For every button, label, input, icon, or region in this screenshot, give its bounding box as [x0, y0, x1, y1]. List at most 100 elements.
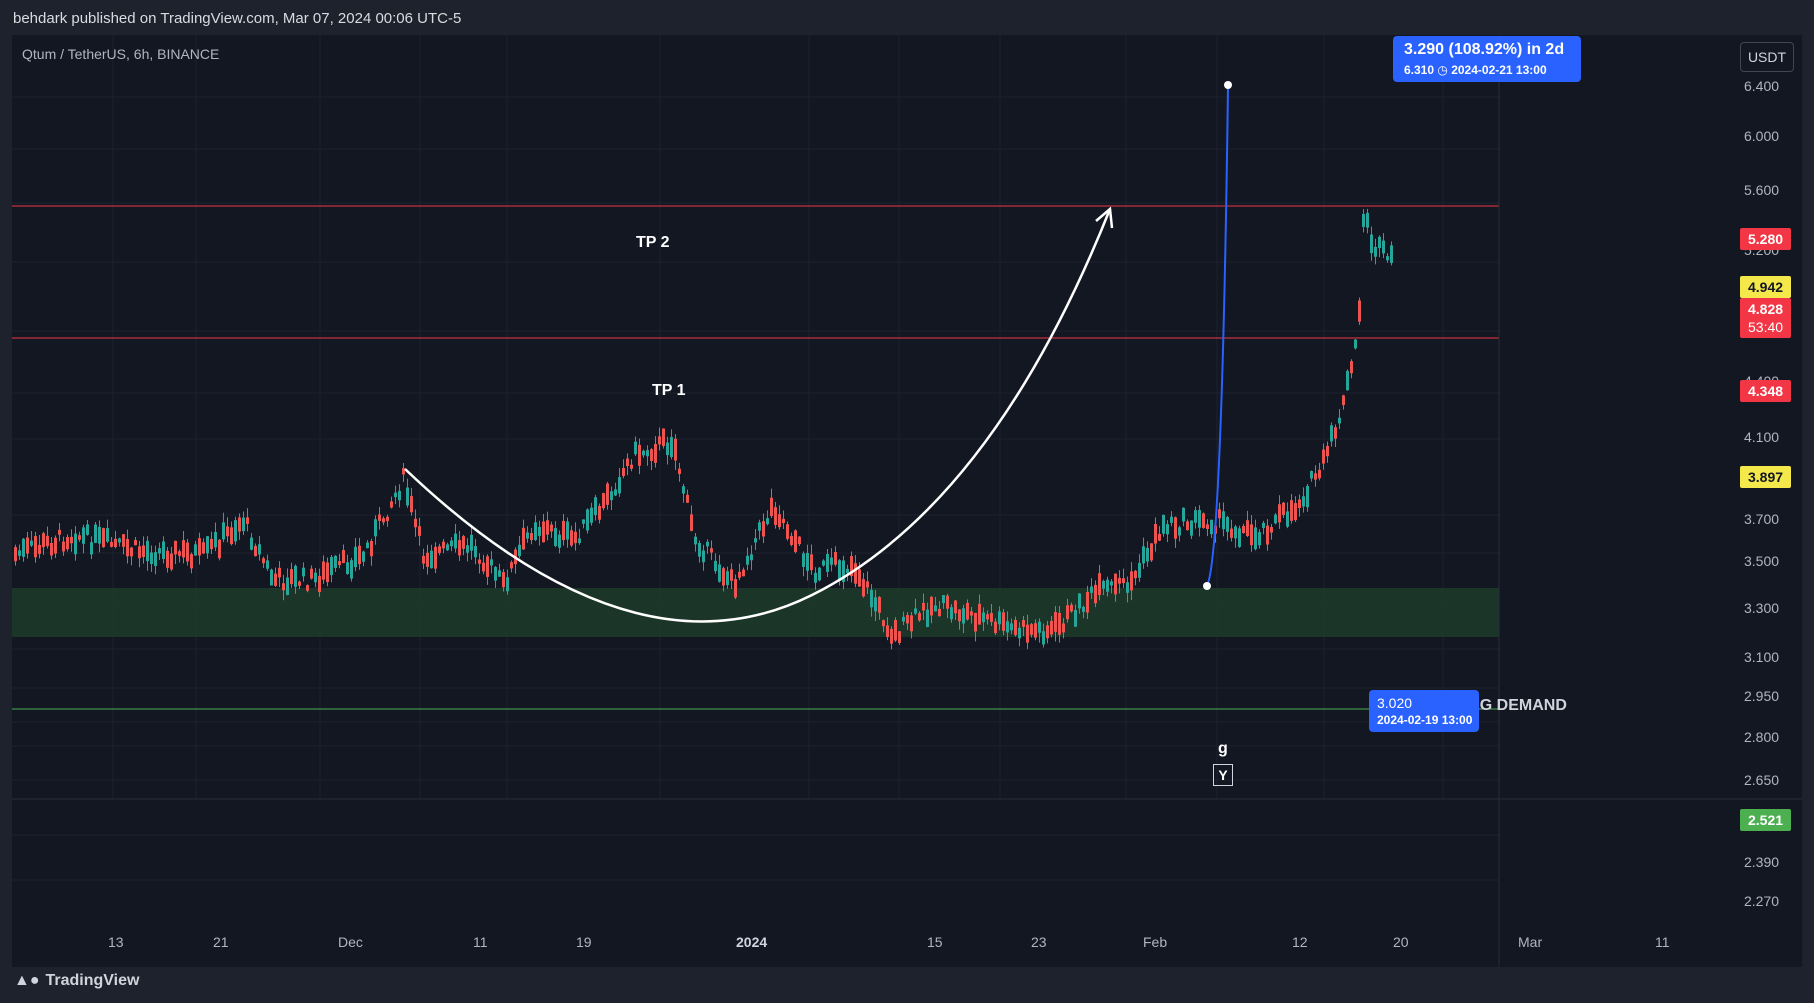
candle-body: [174, 540, 177, 555]
currency-button[interactable]: USDT: [1740, 42, 1794, 72]
candle-body: [622, 468, 625, 477]
candle-body: [1066, 605, 1069, 620]
candle-body: [1054, 612, 1057, 632]
candle-body: [1242, 526, 1245, 534]
footer-bar: [0, 968, 1814, 1003]
candle-body: [206, 536, 209, 554]
candle-body: [1210, 519, 1213, 535]
candle-body: [402, 468, 405, 475]
candle-body: [1010, 623, 1013, 631]
candle-body: [526, 532, 529, 539]
candle-body: [1386, 256, 1389, 261]
candle-body: [282, 583, 285, 591]
candle-body: [1370, 234, 1373, 254]
chart-pane[interactable]: [12, 35, 1802, 967]
candle-body: [954, 600, 957, 614]
candle-body: [826, 554, 829, 572]
candle-body: [166, 550, 169, 568]
candle-body: [102, 528, 105, 548]
y-tick: 3.500: [1744, 553, 1780, 569]
candle-body: [198, 538, 201, 556]
candle-body: [310, 568, 313, 579]
candle-body: [214, 531, 217, 548]
candle-body: [58, 529, 61, 535]
candle-body: [546, 520, 549, 535]
last-price-tag: 4.828: [1740, 298, 1792, 320]
candle-body: [1026, 624, 1029, 643]
candle-body: [882, 620, 885, 627]
tradingview-logo[interactable]: ▲● TradingView: [14, 972, 139, 990]
candle-body: [918, 613, 921, 621]
symbol-info[interactable]: Qtum / TetherUS, 6h, BINANCE: [22, 46, 220, 62]
measure-main-text: 3.290 (108.92%) in 2d: [1404, 41, 1565, 58]
candle-body: [70, 536, 73, 544]
candle-body: [646, 450, 649, 457]
candle-body: [614, 489, 617, 496]
measure-start-box[interactable]: 3.020 2024-02-19 13:00: [1369, 690, 1479, 732]
measure-detail: 6.310 ◷ 2024-02-21 13:00: [1404, 63, 1547, 77]
candle-body: [358, 545, 361, 565]
x-tick: 20: [1393, 934, 1409, 950]
candle-body: [998, 611, 1001, 625]
candle-body: [382, 518, 385, 523]
candle-body: [766, 518, 769, 525]
candle-body: [398, 490, 401, 501]
candle-body: [686, 494, 689, 503]
y-tick: 2.950: [1744, 688, 1780, 704]
candle-body: [1330, 425, 1333, 442]
candle-body: [426, 552, 429, 567]
candle-body: [50, 543, 53, 556]
candle-body: [1174, 517, 1177, 539]
candle-body: [698, 543, 701, 557]
candle-body: [970, 611, 973, 616]
candle-body: [794, 530, 797, 552]
candle-body: [1246, 520, 1249, 536]
candle-body: [30, 540, 33, 546]
candle-body: [298, 581, 301, 586]
candle-body: [910, 615, 913, 632]
candle-body: [950, 607, 953, 620]
candle-body: [806, 552, 809, 571]
candle-body: [218, 539, 221, 559]
candle-body: [186, 542, 189, 562]
candle-body: [994, 621, 997, 634]
candle-body: [566, 521, 569, 540]
projection-curve[interactable]: [404, 208, 1112, 623]
candle-body: [658, 436, 661, 445]
candle-body: [418, 526, 421, 536]
x-tick: 12: [1292, 934, 1308, 950]
candle-body: [1034, 623, 1037, 638]
measure-line[interactable]: [1206, 84, 1229, 587]
candle-body: [154, 552, 157, 566]
candle-body: [846, 568, 849, 574]
candle-body: [62, 541, 65, 552]
measure-result-box[interactable]: 3.290 (108.92%) in 2d 6.310 ◷ 2024-02-21…: [1393, 36, 1581, 82]
candle-body: [1138, 562, 1141, 578]
candle-body: [222, 522, 225, 540]
candle-body: [370, 541, 373, 557]
x-tick: 15: [927, 934, 943, 950]
candle-body: [54, 537, 57, 554]
candle-body: [306, 585, 309, 591]
candle-body: [1194, 510, 1197, 523]
candle-body: [294, 565, 297, 587]
price-chart[interactable]: [12, 35, 1802, 967]
candle-body: [454, 533, 457, 549]
candle-body: [618, 477, 621, 494]
candle-body: [150, 552, 153, 564]
candle-body: [1342, 395, 1345, 406]
candle-body: [542, 521, 545, 543]
candle-body: [662, 428, 665, 447]
candle-body: [798, 536, 801, 545]
candle-body: [818, 567, 821, 581]
candle-body: [1234, 526, 1237, 539]
candle-body: [602, 493, 605, 509]
candle-body: [266, 560, 269, 569]
x-tick: 11: [473, 934, 488, 950]
candle-body: [90, 542, 93, 555]
candle-body: [470, 534, 473, 551]
clock-icon: ◷: [1437, 63, 1448, 77]
candle-body: [1078, 593, 1081, 609]
y-tick: 3.300: [1744, 600, 1780, 616]
candle-body: [858, 569, 861, 587]
